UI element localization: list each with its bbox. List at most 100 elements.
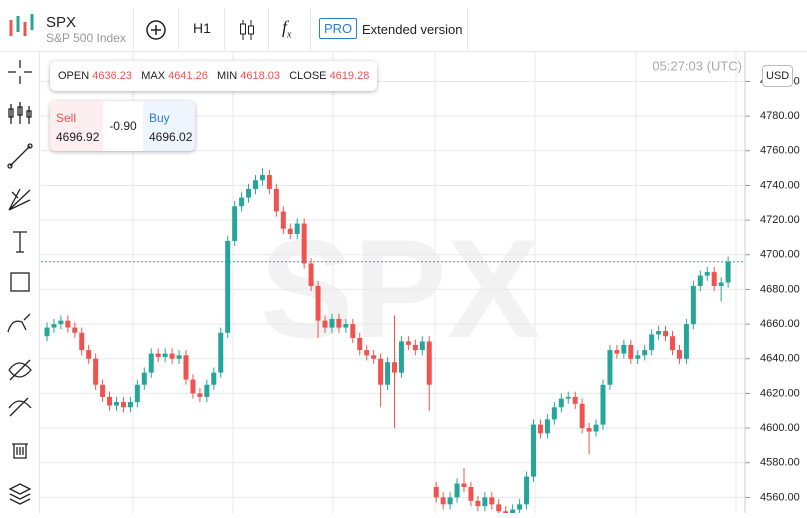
- candle-body: [58, 320, 64, 325]
- candle-body: [176, 355, 182, 359]
- candle-body: [524, 476, 530, 505]
- layers-tool[interactable]: [8, 483, 32, 505]
- add-button[interactable]: [145, 19, 167, 41]
- candle-body: [517, 504, 523, 510]
- candle-body: [364, 350, 370, 356]
- candle-body: [447, 497, 453, 505]
- candle-body: [419, 341, 425, 351]
- candle-body: [371, 355, 377, 359]
- candle-body: [93, 358, 99, 385]
- candle-body: [114, 402, 119, 406]
- candle-body: [322, 320, 328, 328]
- candle-body: [141, 372, 147, 385]
- ohlc-value: 4619.28: [329, 70, 370, 82]
- y-tick-label: 4640.00: [760, 353, 800, 365]
- extended-version[interactable]: Extended version: [362, 22, 463, 37]
- candle-body: [197, 393, 203, 397]
- candle-body: [426, 341, 432, 385]
- candle-body: [683, 324, 689, 359]
- candle-body: [294, 223, 300, 234]
- ohlc-label: MAX: [141, 70, 166, 82]
- candle-body: [315, 285, 321, 321]
- candle-body: [496, 504, 502, 512]
- candle-body: [51, 324, 57, 328]
- candle-body: [239, 197, 245, 207]
- candle-body: [357, 337, 363, 351]
- y-tick-label: 4780.00: [760, 110, 800, 122]
- candle-body: [531, 424, 536, 477]
- fan-tool[interactable]: [8, 188, 31, 211]
- candle-body: [253, 180, 258, 189]
- y-tick-label: 4580.00: [760, 457, 800, 469]
- candle-body: [572, 396, 578, 404]
- brush-tool[interactable]: [7, 313, 31, 333]
- candle-body: [544, 419, 550, 434]
- candle-body: [461, 483, 467, 488]
- text-tool[interactable]: [13, 231, 27, 253]
- candle-body: [232, 206, 238, 241]
- pro-badge[interactable]: PRO: [319, 18, 358, 39]
- candle-body: [392, 362, 397, 373]
- candle-body: [482, 497, 488, 507]
- candle-body: [635, 355, 641, 359]
- candle-body: [586, 428, 592, 432]
- candle-body: [218, 332, 224, 373]
- candle-body: [127, 402, 133, 408]
- sell-button[interactable]: Sell 4696.92: [50, 101, 103, 151]
- y-tick-label: 4680.00: [760, 283, 800, 295]
- ohlc-value: 4636.23: [92, 70, 133, 82]
- y-tick-label: 4740.00: [760, 179, 800, 191]
- candle-body: [398, 341, 404, 373]
- candle-body: [412, 344, 418, 351]
- bars-tool[interactable]: [8, 102, 32, 124]
- candle-body: [510, 509, 516, 513]
- y-tick-label: 4760.00: [760, 145, 800, 157]
- symbol: SPX: [46, 14, 77, 31]
- candle-body: [65, 320, 71, 328]
- ohlc-value: 4641.26: [168, 70, 208, 82]
- y-tick-label: 4700.00: [760, 249, 800, 261]
- candle-body: [86, 350, 92, 359]
- candle-body: [697, 275, 703, 286]
- y-tick-label: 4720.00: [760, 214, 800, 226]
- candle-body: [343, 324, 349, 328]
- y-tick-label: 4600.00: [760, 422, 800, 434]
- candle-body: [225, 240, 231, 333]
- candle-body: [246, 188, 252, 198]
- buy-label: Buy: [149, 111, 170, 125]
- crosshair-tool[interactable]: [8, 60, 32, 84]
- sell-label: Sell: [56, 111, 77, 125]
- candle-body: [169, 353, 175, 359]
- measure-tool[interactable]: [8, 397, 32, 417]
- candle-body: [287, 228, 293, 234]
- shape-tool[interactable]: [10, 272, 30, 292]
- candle-body: [468, 487, 474, 501]
- tool-icons: [7, 60, 33, 505]
- candle-body: [656, 331, 662, 335]
- candle-body: [614, 350, 620, 354]
- buy-button[interactable]: Buy 4696.02: [143, 101, 195, 151]
- delete-tool[interactable]: [12, 443, 28, 459]
- candle-body: [579, 403, 585, 429]
- indicators-button[interactable]: fx: [282, 17, 292, 41]
- candle-body: [273, 188, 279, 212]
- ohlc-value: 4618.03: [240, 70, 281, 82]
- candle-body: [329, 318, 335, 328]
- candle-body: [385, 362, 391, 385]
- candle-body: [336, 318, 342, 328]
- candle-body: [489, 497, 495, 505]
- chart-type-button[interactable]: [238, 18, 256, 42]
- candle-body: [565, 396, 571, 399]
- candle-body: [711, 272, 717, 286]
- candle-body: [120, 402, 126, 408]
- sell-price: 4696.92: [56, 130, 100, 144]
- interval-button[interactable]: H1: [193, 20, 211, 36]
- candle-body: [433, 487, 439, 498]
- candle-body: [558, 398, 564, 408]
- candle-body: [162, 353, 168, 358]
- candle-body: [440, 497, 446, 505]
- line-tool[interactable]: [7, 143, 33, 169]
- currency-button[interactable]: USD: [762, 65, 794, 87]
- hide-tool[interactable]: [8, 359, 32, 381]
